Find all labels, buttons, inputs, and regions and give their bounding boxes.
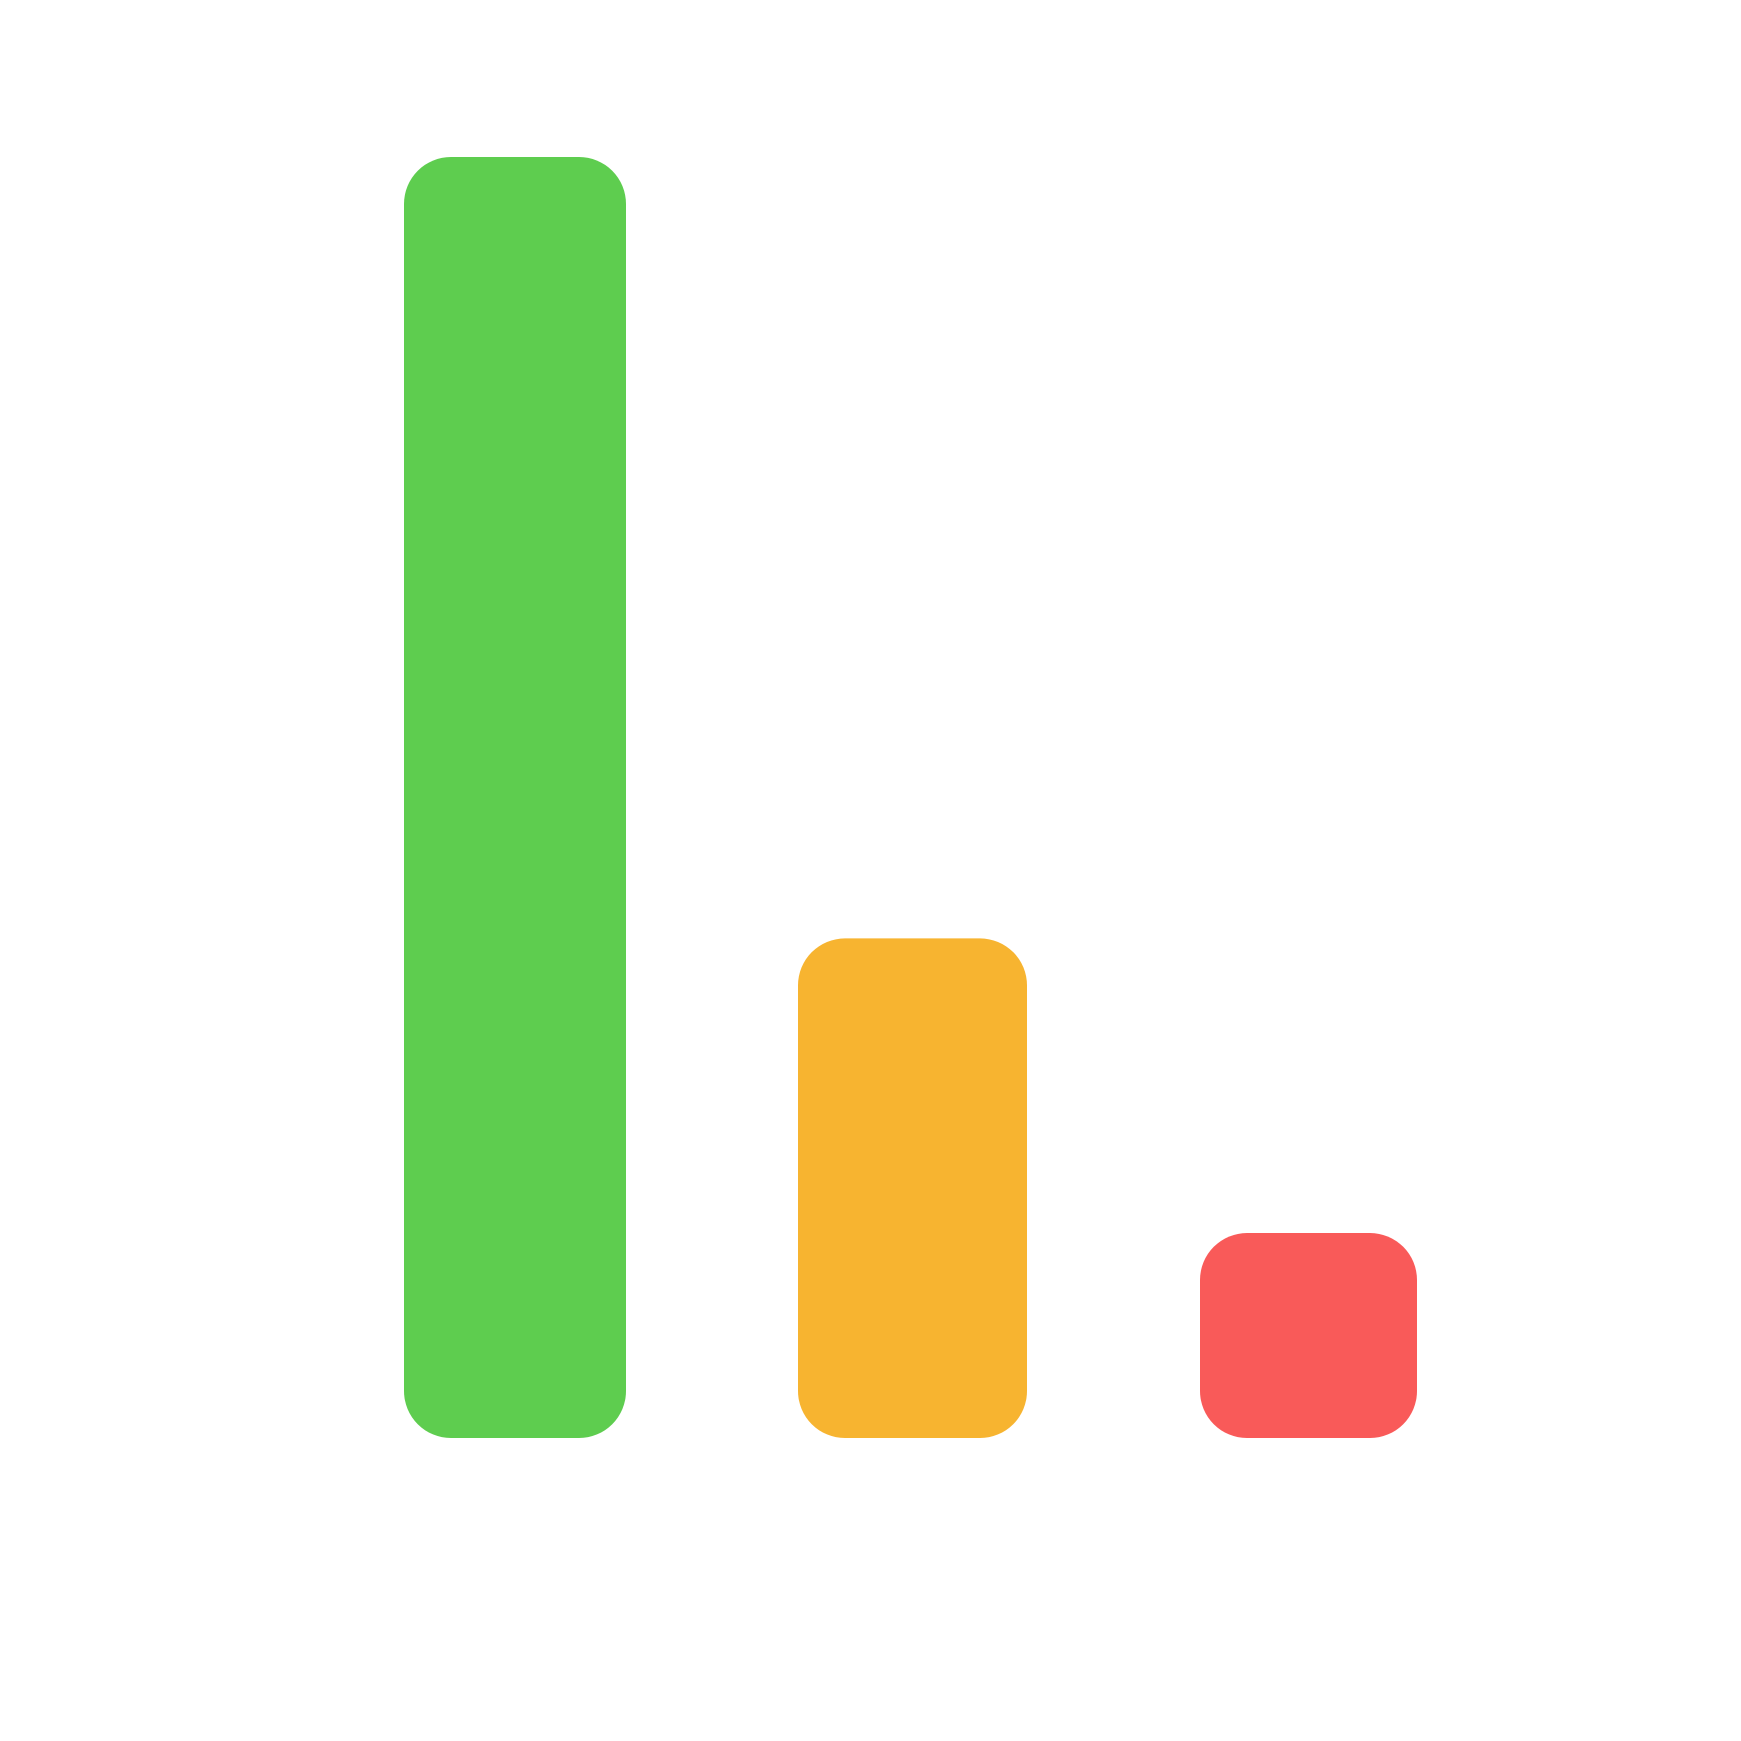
bar-1 (404, 157, 626, 1438)
bar-3 (1200, 1233, 1417, 1438)
bar-2 (798, 938, 1027, 1438)
